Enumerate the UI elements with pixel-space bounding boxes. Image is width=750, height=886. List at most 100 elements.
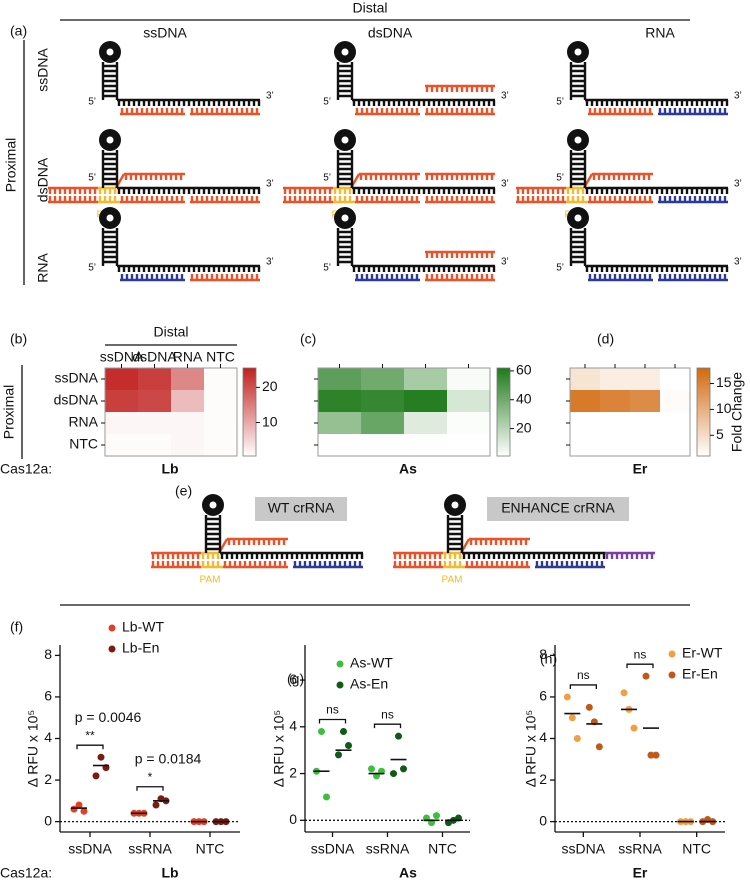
point bbox=[323, 793, 330, 801]
label: Proximal bbox=[1, 385, 17, 439]
heat-cell bbox=[447, 390, 490, 412]
legend-swatch bbox=[108, 624, 116, 632]
label: Δ RFU x 10⁵ bbox=[271, 710, 287, 787]
hairpin-stem bbox=[101, 150, 119, 188]
heat-cell bbox=[570, 368, 600, 390]
point bbox=[563, 693, 571, 701]
heat-cell bbox=[105, 412, 138, 434]
strand bbox=[425, 172, 495, 180]
heat-cell bbox=[630, 368, 660, 390]
bracket bbox=[318, 718, 347, 724]
label: dsDNA bbox=[35, 157, 51, 202]
strand bbox=[120, 196, 185, 204]
strand bbox=[333, 196, 355, 204]
bracket bbox=[373, 723, 402, 729]
strand bbox=[355, 108, 420, 116]
strand bbox=[425, 108, 495, 116]
strand bbox=[352, 186, 496, 194]
heat-cell bbox=[171, 368, 204, 390]
label: 8 bbox=[44, 646, 52, 662]
point bbox=[340, 727, 347, 735]
strand bbox=[658, 274, 728, 282]
hairpin-stem bbox=[569, 150, 587, 188]
five-prime: 5’ bbox=[323, 173, 331, 184]
legend-swatch bbox=[668, 650, 676, 658]
label: (c) bbox=[300, 331, 316, 347]
strand bbox=[151, 551, 201, 559]
hairpin-loop-center bbox=[341, 214, 349, 222]
label: 60 bbox=[516, 362, 532, 378]
label: Er bbox=[633, 865, 648, 881]
label: dsDNA bbox=[132, 349, 177, 365]
point bbox=[368, 765, 375, 773]
hairpin-stem bbox=[336, 150, 354, 188]
heat-cell bbox=[404, 412, 447, 434]
heat-cell bbox=[447, 434, 490, 456]
three-prime: 3’ bbox=[734, 179, 742, 190]
label: ssDNA bbox=[562, 841, 606, 857]
heat-cell bbox=[318, 412, 361, 434]
heat-cell bbox=[660, 412, 690, 434]
strand bbox=[592, 172, 653, 180]
label: 6 bbox=[44, 688, 52, 704]
strand bbox=[355, 196, 420, 204]
label: ssRNA bbox=[618, 841, 662, 857]
strand bbox=[393, 551, 443, 559]
label: Δ RFU x 10⁵ bbox=[25, 710, 41, 787]
label: 0 bbox=[44, 812, 52, 828]
heat-frame bbox=[104, 367, 238, 457]
strand bbox=[48, 186, 98, 194]
strand bbox=[352, 264, 496, 272]
five-prime: 5’ bbox=[88, 173, 96, 184]
strand bbox=[190, 274, 260, 282]
heat-cell bbox=[447, 412, 490, 434]
heat-cell bbox=[600, 368, 630, 390]
pam-label: PAM bbox=[200, 575, 221, 586]
heat-cell bbox=[204, 390, 237, 412]
label: NTC bbox=[196, 841, 225, 857]
heat-cell bbox=[138, 412, 171, 434]
five-prime: 5’ bbox=[556, 173, 564, 184]
label: NTC bbox=[206, 349, 235, 365]
label: 2 bbox=[44, 771, 52, 787]
strand bbox=[117, 98, 261, 106]
strand bbox=[393, 561, 443, 569]
label: ns bbox=[381, 707, 394, 721]
heat-cell bbox=[361, 368, 404, 390]
label: RNA bbox=[35, 253, 51, 283]
heat-cell bbox=[171, 390, 204, 412]
hairpin-stem bbox=[336, 62, 354, 100]
heat-frame bbox=[317, 367, 491, 457]
three-prime: 3’ bbox=[501, 91, 509, 102]
label: Distal bbox=[153, 324, 188, 340]
five-prime: 5’ bbox=[323, 97, 331, 108]
hairpin-stem bbox=[101, 62, 119, 100]
label: Lb bbox=[161, 461, 178, 477]
label: (a) bbox=[10, 23, 27, 39]
colorbar bbox=[242, 367, 257, 457]
point bbox=[647, 751, 655, 759]
heat-cell bbox=[404, 390, 447, 412]
bracket bbox=[76, 744, 104, 750]
strand bbox=[124, 172, 185, 180]
five-prime: 5’ bbox=[556, 263, 564, 274]
heat-cell bbox=[204, 412, 237, 434]
label: Cas12a: bbox=[0, 865, 52, 881]
label-box bbox=[487, 497, 629, 521]
label: NTC bbox=[69, 436, 98, 452]
point bbox=[80, 807, 88, 815]
label: NTC bbox=[682, 841, 711, 857]
point bbox=[433, 812, 440, 820]
strand bbox=[425, 274, 495, 282]
strand bbox=[462, 551, 606, 559]
label: (b) bbox=[10, 331, 27, 347]
heat-cell bbox=[570, 390, 600, 412]
label: Er-WT bbox=[682, 645, 723, 661]
hairpin-stem bbox=[204, 515, 222, 553]
label: dsDNA bbox=[368, 25, 413, 41]
label: Δ RFU x 10⁵ bbox=[523, 710, 539, 787]
label: p = 0.0046 bbox=[75, 709, 142, 725]
strand bbox=[585, 264, 729, 272]
label: (d) bbox=[597, 331, 614, 347]
